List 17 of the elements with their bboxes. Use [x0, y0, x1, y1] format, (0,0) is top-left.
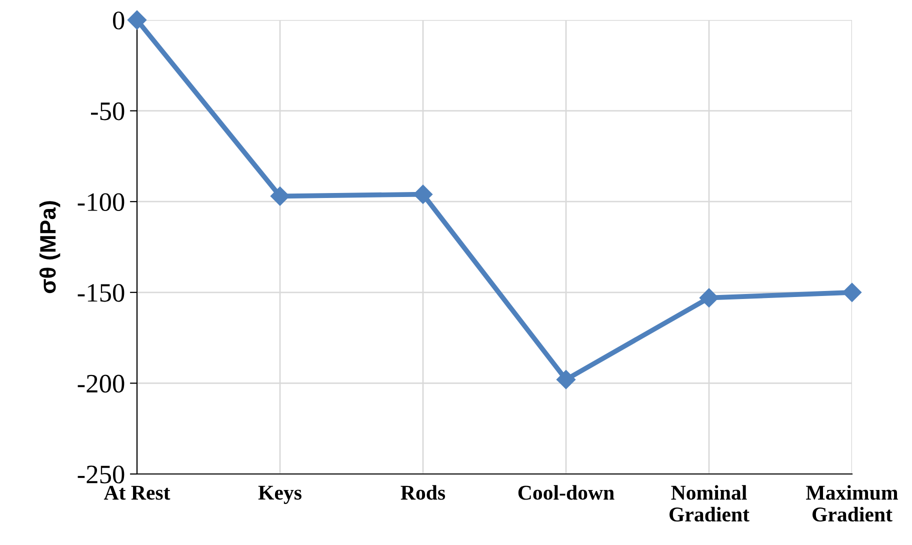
x-tick-label: Maximum Gradient: [806, 485, 898, 522]
y-tick-label: -200: [78, 374, 124, 393]
point: [127, 10, 147, 30]
y-tick-label: -100: [78, 193, 124, 212]
x-tick-label: Rods: [400, 485, 446, 500]
y-tick-label: -50: [91, 102, 124, 120]
point: [699, 288, 719, 308]
x-tick-label: Nominal Gradient: [670, 485, 750, 522]
y-tick-label: -250: [78, 466, 124, 484]
x-tick-label: At Rest: [104, 486, 170, 500]
x-tick-label: Keys: [258, 486, 302, 504]
x-tick-label: Cool-down: [518, 485, 614, 500]
y-tick-label: -150: [78, 284, 124, 302]
y-axis-title: σθ (MPa): [39, 201, 60, 294]
y-tick-label: 0: [113, 12, 124, 30]
point: [556, 370, 576, 390]
point: [842, 282, 862, 302]
